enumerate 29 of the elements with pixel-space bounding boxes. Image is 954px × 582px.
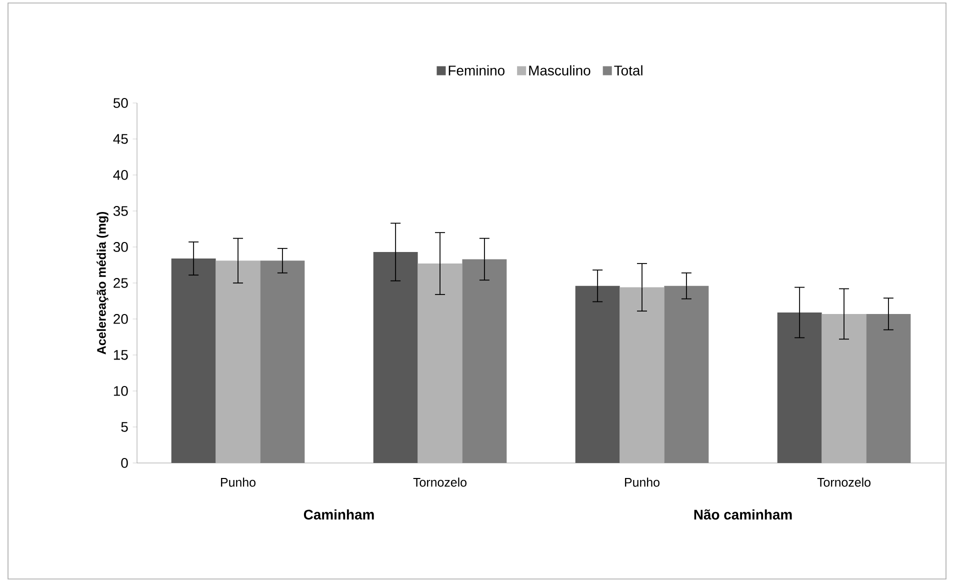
y-tick-label: 20 xyxy=(114,314,128,324)
bar xyxy=(171,258,216,463)
bar xyxy=(373,252,418,463)
y-tick-label: 10 xyxy=(114,386,128,396)
bar xyxy=(418,264,462,463)
y-axis-title: Acelereação média (mg) xyxy=(96,212,108,354)
bar xyxy=(822,314,866,463)
y-tick-label: 30 xyxy=(113,242,128,252)
legend-label: Total xyxy=(614,65,642,76)
legend-label: Feminino xyxy=(448,65,504,76)
y-tick-label: 5 xyxy=(121,422,128,432)
y-tick-label: 40 xyxy=(113,170,128,180)
y-tick-label: 50 xyxy=(113,98,128,108)
y-tick-label: 15 xyxy=(114,350,128,360)
bar xyxy=(620,287,664,463)
bar xyxy=(777,312,822,463)
x-tick-label: Tornozelo xyxy=(413,478,466,487)
x-tick-label: Punho xyxy=(625,478,660,487)
text: Não caminham xyxy=(694,509,792,520)
legend-label: Masculino xyxy=(529,65,590,76)
y-tick-label: 35 xyxy=(113,206,128,216)
y-tick-label: 0 xyxy=(121,458,128,468)
x-tick-label: Punho xyxy=(221,478,256,487)
bar xyxy=(216,260,260,463)
text: Caminham xyxy=(304,509,374,520)
bar xyxy=(575,286,620,463)
x-tick-label: Tornozelo xyxy=(817,478,870,487)
y-tick-label: 25 xyxy=(114,278,128,288)
y-tick-label: 45 xyxy=(113,134,128,144)
